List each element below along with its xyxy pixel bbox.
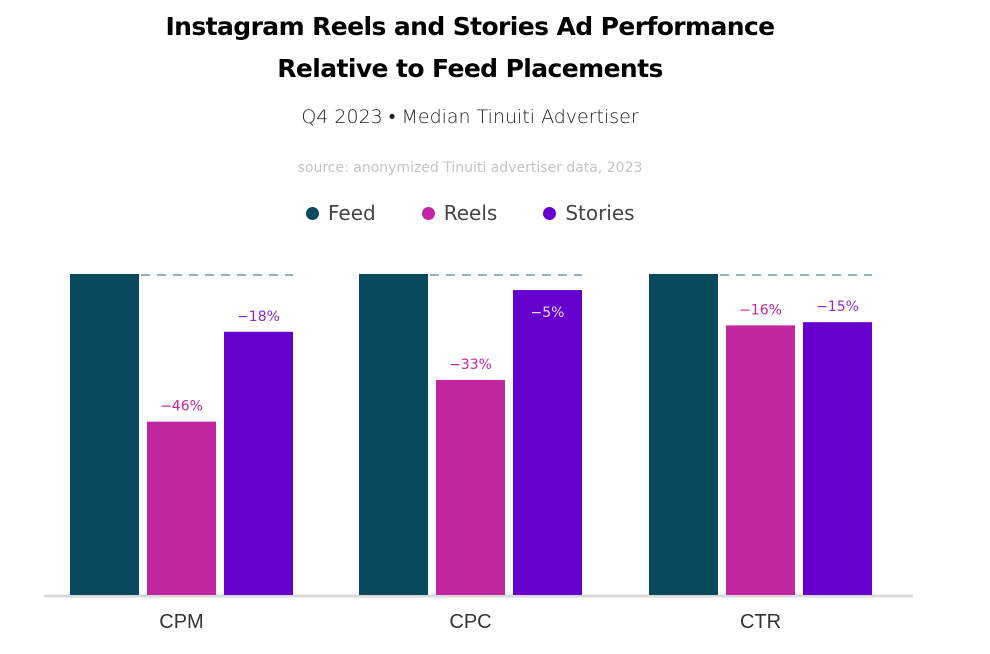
- legend-dot-reels-icon: [421, 206, 435, 220]
- data-label-stories-ctr: −15%: [816, 299, 859, 315]
- bar-reels-ctr: [726, 325, 795, 595]
- bar-stories-cpc: [513, 290, 582, 595]
- data-label-reels-ctr: −16%: [739, 302, 782, 318]
- x-tick-label-cpc: CPC: [449, 611, 491, 633]
- bar-feed-cpm: [70, 274, 139, 595]
- bar-feed-cpc: [359, 274, 428, 595]
- legend-dot-stories-icon: [543, 206, 557, 220]
- data-label-stories-cpm: −18%: [237, 309, 280, 325]
- bar-stories-cpm: [224, 331, 293, 595]
- data-label-reels-cpc: −33%: [449, 357, 492, 373]
- bar-stories-ctr: [803, 322, 872, 595]
- legend-dot-feed-icon: [306, 206, 319, 220]
- data-label-reels-cpm: −46%: [160, 399, 203, 415]
- legend-label-stories: Stories: [565, 201, 635, 225]
- legend-item-reels: Reels: [421, 201, 498, 225]
- x-tick-label-cpm: CPM: [159, 611, 203, 633]
- legend: Feed Reels Stories: [306, 201, 635, 225]
- x-tick-label-ctr: CTR: [740, 611, 781, 633]
- bar-feed-ctr: [649, 274, 718, 595]
- chart-title-line1: Instagram Reels and Stories Ad Performan…: [165, 12, 775, 41]
- chart-title-line2: Relative to Feed Placements: [277, 54, 663, 83]
- bar-reels-cpc: [436, 379, 505, 595]
- legend-label-reels: Reels: [443, 201, 498, 225]
- legend-item-stories: Stories: [543, 201, 635, 225]
- legend-item-feed: Feed: [306, 201, 376, 225]
- bar-reels-cpm: [147, 421, 216, 595]
- legend-label-feed: Feed: [328, 201, 376, 225]
- data-label-stories-cpc: −5%: [531, 305, 565, 321]
- chart-subtitle: Q4 2023 • Median Tinuiti Advertiser: [301, 106, 639, 128]
- chart-source: source: anonymized Tinuiti advertiser da…: [297, 160, 643, 176]
